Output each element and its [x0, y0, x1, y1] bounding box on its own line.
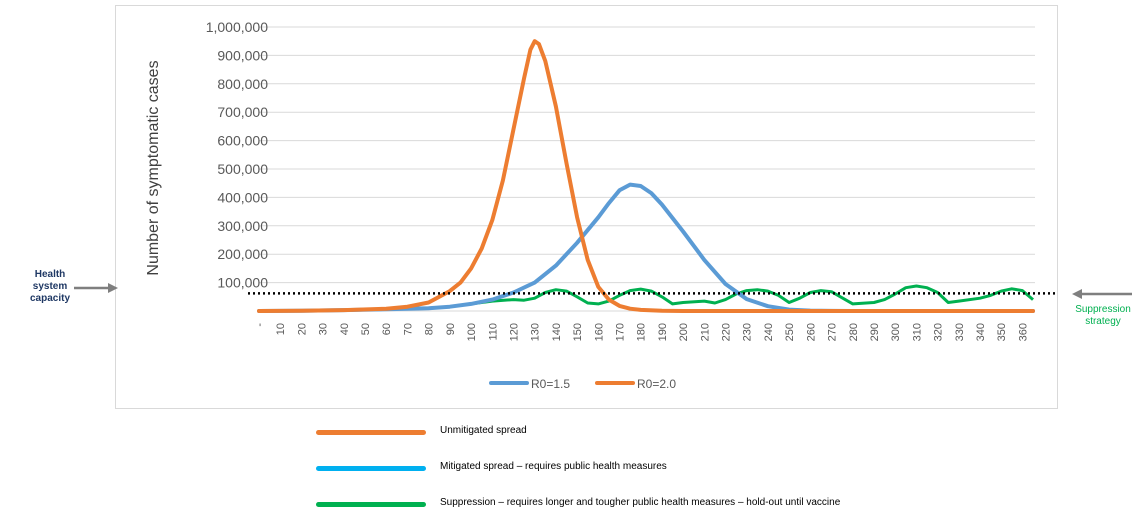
series-lines — [248, 39, 1058, 313]
annotation-arrows — [74, 283, 1132, 299]
y-tick-label: 800,000 — [217, 76, 268, 92]
x-tick-label: 80 — [424, 323, 436, 335]
x-tick-label: 120 — [508, 323, 520, 341]
x-tick-label: 310 — [911, 323, 923, 341]
x-tick-label: 10 — [275, 323, 287, 335]
x-tick-label: 150 — [572, 323, 584, 341]
y-tick-label: 600,000 — [217, 133, 268, 149]
y-tick-label: 100,000 — [217, 275, 268, 291]
x-tick-label: 100 — [466, 323, 478, 341]
x-tick-label: 250 — [784, 323, 796, 341]
x-tick-label: 160 — [593, 323, 605, 341]
series-line-r0-2-0 — [257, 39, 1035, 313]
x-tick-label: 190 — [657, 323, 669, 341]
x-tick-label: 110 — [487, 323, 499, 341]
y-tick-label: 700,000 — [217, 104, 268, 120]
y-tick-label: 500,000 — [217, 161, 268, 177]
capacity-arrow-head — [108, 283, 118, 293]
annotation-line: strategy — [1085, 316, 1121, 327]
x-tick-label: 280 — [848, 323, 860, 341]
x-tick-label: 210 — [699, 323, 711, 341]
key-label: Mitigated spread – requires public healt… — [440, 461, 667, 472]
chart-legend: R0=1.5 R0=2.0 — [489, 377, 676, 391]
x-tick-label: 30 — [318, 323, 330, 335]
x-tick-label: 90 — [445, 323, 457, 335]
x-tick-label: 50 — [360, 323, 372, 335]
key-swatch — [316, 466, 426, 471]
x-tick-label: - — [254, 323, 266, 327]
suppression-arrow-head — [1072, 289, 1082, 299]
x-tick-label: 70 — [402, 323, 414, 335]
legend-label: R0=1.5 — [531, 377, 570, 391]
annotation-line: capacity — [29, 293, 71, 304]
suppression-strategy-label: Suppression strategy — [1068, 304, 1137, 328]
y-tick-label: 1,000,000 — [206, 19, 268, 35]
x-tick-label: 60 — [381, 323, 393, 335]
key-swatch — [316, 502, 426, 507]
x-tick-label: 170 — [614, 323, 626, 341]
y-tick-label: 200,000 — [217, 246, 268, 262]
y-tick-label: 300,000 — [217, 218, 268, 234]
x-tick-label: 350 — [996, 323, 1008, 341]
x-tick-label: 20 — [296, 323, 308, 335]
grid-lines — [259, 26, 1035, 312]
x-tick-label: 320 — [933, 323, 945, 341]
x-tick-label: 270 — [827, 323, 839, 341]
x-tick-label: 220 — [721, 323, 733, 341]
x-tick-label: 340 — [975, 323, 987, 341]
annotation-line: Suppression — [1075, 304, 1131, 315]
key-label: Unmitigated spread — [440, 425, 527, 436]
x-tick-label: 130 — [530, 323, 542, 341]
x-tick-label: 240 — [763, 323, 775, 341]
x-tick-label: 230 — [742, 323, 754, 341]
x-tick-label: 290 — [869, 323, 881, 341]
y-tick-label: 900,000 — [217, 47, 268, 63]
legend-label: R0=2.0 — [637, 377, 676, 391]
x-tick-label: 360 — [1017, 323, 1029, 341]
x-tick-label: 330 — [954, 323, 966, 341]
health-system-capacity-label: Health system capacity — [22, 269, 78, 305]
x-tick-label: 260 — [805, 323, 817, 341]
annotation-line: Health — [34, 269, 66, 280]
x-tick-label: 300 — [890, 323, 902, 341]
annotation-line: system — [32, 281, 68, 292]
series-line-r0-1-5 — [257, 182, 1035, 313]
chart-area — [115, 5, 1058, 409]
x-tick-label: 200 — [678, 323, 690, 341]
y-axis-ticks: -100,000200,000300,000400,000500,000600,… — [206, 19, 269, 319]
y-tick-label: 400,000 — [217, 189, 268, 205]
y-axis-title: Number of symptomatic cases — [145, 60, 162, 275]
key-swatch — [316, 430, 426, 435]
suppression-series-line — [258, 284, 1034, 313]
x-tick-label: 40 — [339, 323, 351, 335]
x-axis-ticks: - 10 20 30 40 50 60 70 80 90 100 110 120 130 140 150 160… — [254, 323, 1029, 342]
x-tick-label: 140 — [551, 323, 563, 341]
key-label: Suppression – requires longer and toughe… — [440, 497, 841, 508]
x-tick-label: 180 — [636, 323, 648, 341]
